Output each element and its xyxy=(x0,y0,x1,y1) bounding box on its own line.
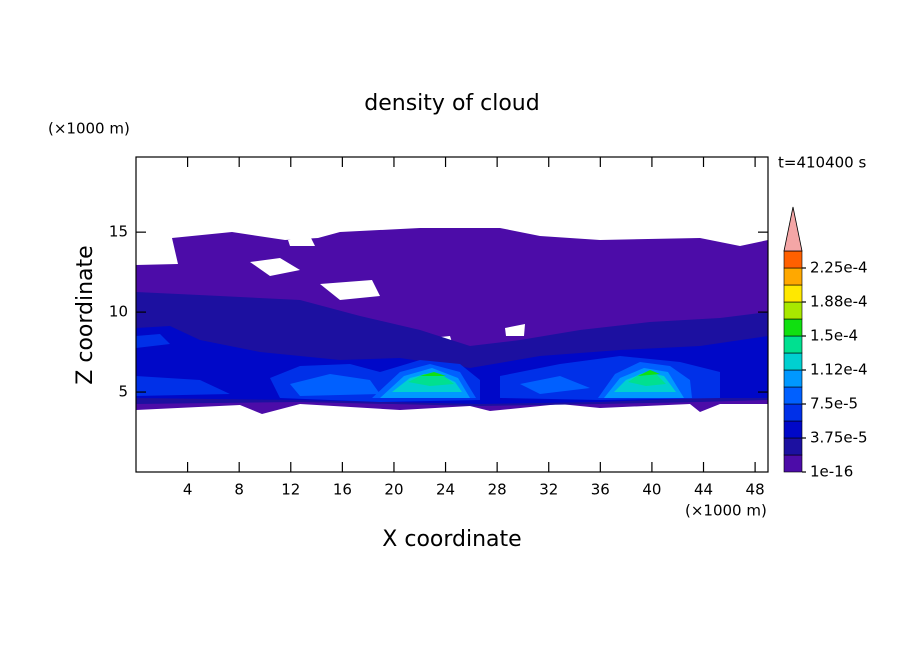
colorbar-extension xyxy=(783,206,803,252)
x-tick-label: 4 xyxy=(183,481,193,499)
colorbar-band xyxy=(783,403,803,422)
y-axis-label: Z coordinate xyxy=(73,245,98,384)
x-tick-label: 8 xyxy=(234,481,244,499)
colorbar-band xyxy=(783,267,803,286)
colorbar-tick-label: 3.75e-5 xyxy=(810,429,868,447)
x-unit: (×1000 m) xyxy=(685,502,767,520)
contour-field xyxy=(136,228,768,414)
colorbar-band xyxy=(783,369,803,388)
x-tick-label: 32 xyxy=(539,481,558,499)
colorbar-tick-label: 7.5e-5 xyxy=(810,395,858,413)
colorbar-tick-label: 1.5e-4 xyxy=(810,327,858,345)
x-tick-label: 24 xyxy=(436,481,455,499)
x-tick-label: 44 xyxy=(694,481,713,499)
plot-frame xyxy=(135,156,769,473)
x-tick-label: 12 xyxy=(281,481,300,499)
colorbar-band xyxy=(783,250,803,269)
colorbar-band xyxy=(783,454,803,473)
x-tick-label: 40 xyxy=(642,481,661,499)
colorbar-tick-label: 1e-16 xyxy=(810,463,853,481)
x-tick-label: 48 xyxy=(746,481,765,499)
y-tick-label: 5 xyxy=(118,383,128,401)
x-tick-label: 20 xyxy=(384,481,403,499)
x-tick-label: 16 xyxy=(333,481,352,499)
colorbar-band xyxy=(783,335,803,354)
x-tick-label: 36 xyxy=(591,481,610,499)
y-unit: (×1000 m) xyxy=(48,120,130,138)
y-tick-label: 10 xyxy=(109,303,128,321)
colorbar-band xyxy=(783,318,803,337)
colorbar-tick-label: 2.25e-4 xyxy=(810,259,868,277)
y-tick-label: 15 xyxy=(109,223,128,241)
colorbar-band xyxy=(783,352,803,371)
colorbar-tick-label: 1.12e-4 xyxy=(810,361,868,379)
x-tick-label: 28 xyxy=(488,481,507,499)
x-axis-label: X coordinate xyxy=(382,527,521,552)
colorbar-band xyxy=(783,301,803,320)
colorbar-band xyxy=(783,386,803,405)
colorbar-band xyxy=(783,284,803,303)
contour-region xyxy=(420,370,660,376)
time-label: t=410400 s xyxy=(778,154,866,172)
colorbar-tick-label: 1.88e-4 xyxy=(810,293,868,311)
colorbar-band xyxy=(783,437,803,456)
chart-title: density of cloud xyxy=(364,91,539,116)
colorbar-band xyxy=(783,420,803,439)
